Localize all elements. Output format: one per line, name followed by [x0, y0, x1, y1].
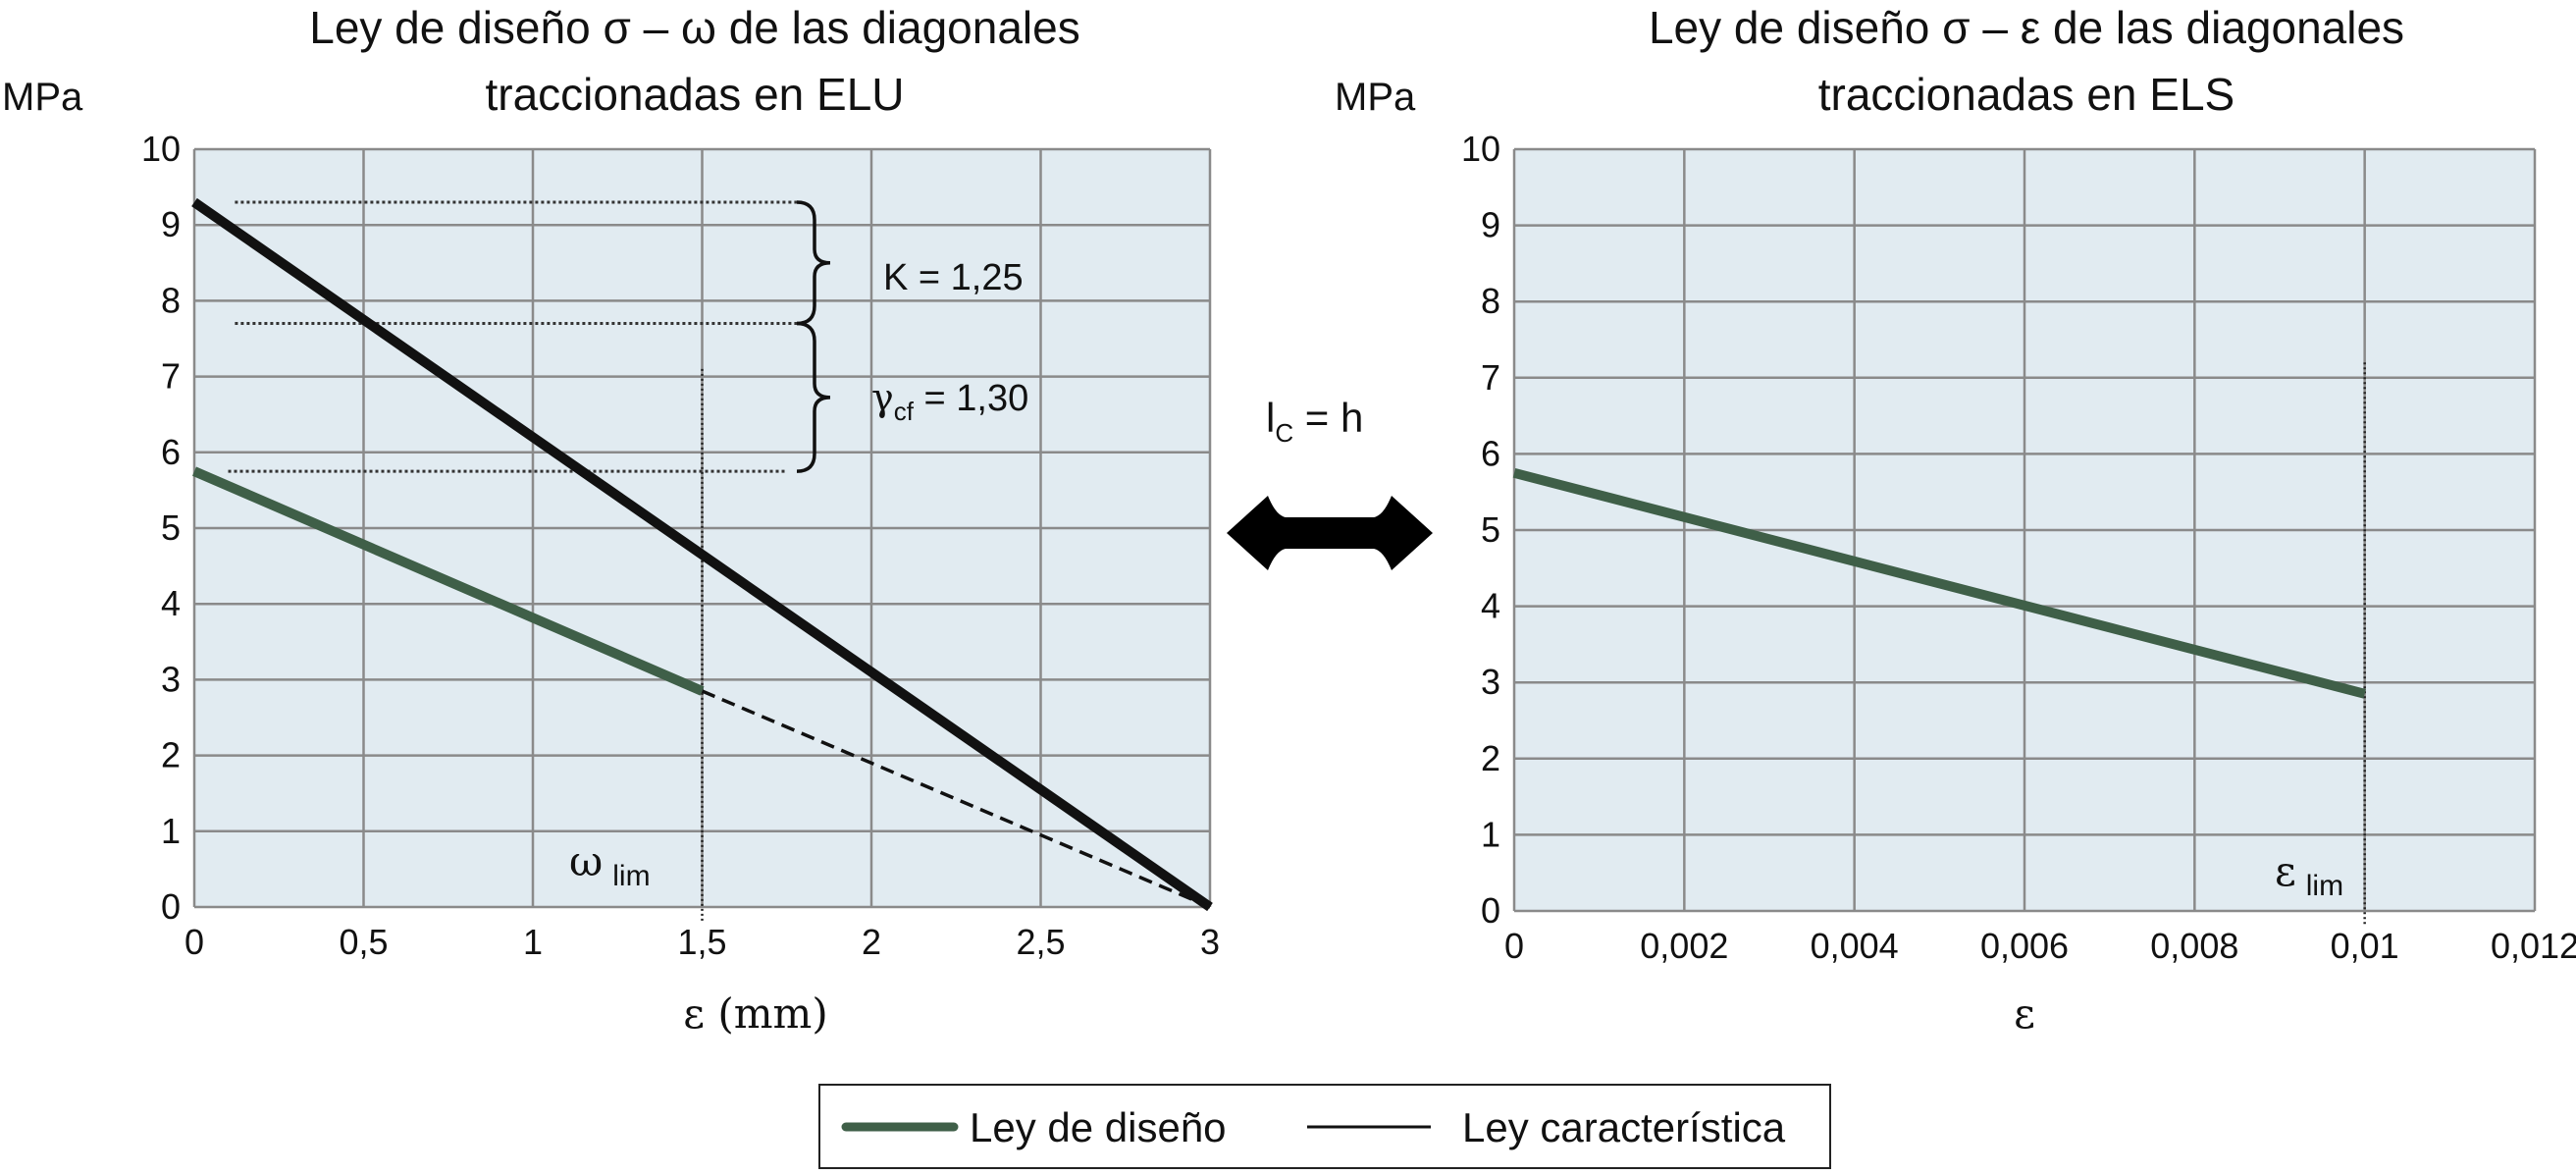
- chart-left-x-tick-label: 2,5: [1016, 922, 1065, 962]
- chart-left-x-tick-label: 2: [862, 922, 881, 962]
- chart-left-y-tick-label: 9: [161, 204, 181, 244]
- chart-left-y-tick-label: 3: [161, 659, 181, 699]
- chart-right-plot-area: 0 0,002 0,004 0,006 0,008 0,01 0,012 0 1 2 3 4 5 6 7 8 9…: [1461, 129, 2576, 966]
- chart-left-y-tick-label: 1: [161, 811, 181, 851]
- epsilon-lim-label: ε lim: [2275, 847, 2343, 902]
- chart-left-plot-area: 0 0,5 1 1,5 2 2,5 3 0 1 2 3 4 5 6 7 8 9 10 K = 1,25 γcf = 1…: [141, 129, 1220, 962]
- legend-label-characteristic: Ley característica: [1462, 1104, 1786, 1150]
- omega-sub: lim: [612, 860, 650, 892]
- chart-right-series-design-line: [1512, 467, 2366, 699]
- chart-right: Ley de diseño σ – ε de las diagonales tr…: [1335, 2, 2576, 1038]
- connector-label-sub: C: [1275, 418, 1293, 448]
- chart-left: Ley de diseño σ – ω de las diagonales tr…: [2, 2, 1220, 1038]
- epsilon-symbol: ε: [2275, 847, 2296, 895]
- chart-left-y-tick-label: 8: [161, 280, 181, 320]
- chart-right-y-tick-label: 8: [1481, 281, 1500, 321]
- chart-right-x-tick-label: 0,002: [1640, 926, 1728, 966]
- chart-right-y-tick-label: 9: [1481, 205, 1500, 245]
- chart-right-title-line1: Ley de diseño σ – ε de las diagonales: [1649, 2, 2404, 53]
- chart-right-x-tick-label: 0,008: [2150, 926, 2238, 966]
- chart-left-y-tick-label: 2: [161, 735, 181, 775]
- chart-left-title-line2: traccionadas en ELU: [485, 69, 904, 120]
- gamma-sub: cf: [894, 397, 915, 426]
- gamma-symbol: γ: [871, 376, 894, 419]
- double-arrow-icon: [1227, 496, 1433, 570]
- connector-label: lC = h: [1266, 395, 1363, 448]
- chart-right-y-tick-label: 3: [1481, 662, 1500, 702]
- chart-right-y-tick-label: 0: [1481, 890, 1500, 931]
- chart-left-y-tick-label: 10: [141, 129, 181, 169]
- chart-right-y-tick-label: 10: [1461, 129, 1500, 169]
- chart-right-x-tick-label: 0: [1504, 926, 1524, 966]
- gamma-annotation: γcf = 1,30: [871, 376, 1028, 426]
- gamma-value: = 1,30: [914, 378, 1028, 419]
- chart-left-x-tick-label: 3: [1200, 922, 1220, 962]
- connector-label-rest: = h: [1293, 395, 1363, 441]
- chart-right-x-tick-label: 0,004: [1811, 926, 1899, 966]
- chart-left-x-tick-label: 0,5: [339, 922, 388, 962]
- omega-symbol: ω: [569, 837, 603, 885]
- legend: Ley de diseño Ley característica: [818, 1084, 1831, 1169]
- chart-right-title-line2: traccionadas en ELS: [1818, 69, 2235, 120]
- connector-label-main: l: [1266, 395, 1275, 441]
- chart-left-series-design-line: [192, 466, 705, 696]
- chart-right-y-tick-label: 5: [1481, 509, 1500, 550]
- chart-right-x-label: ε: [2014, 989, 2035, 1038]
- connector: lC = h: [1227, 395, 1433, 570]
- chart-right-y-tick-label: 4: [1481, 586, 1500, 626]
- chart-left-title-line1: Ley de diseño σ – ω de las diagonales: [309, 2, 1080, 53]
- chart-left-y-tick-label: 4: [161, 583, 181, 623]
- chart-left-x-label: ε (mm): [683, 989, 828, 1038]
- chart-right-x-tick-label: 0,012: [2491, 926, 2576, 966]
- chart-left-y-tick-label: 6: [161, 432, 181, 472]
- omega-lim-label: ω lim: [569, 837, 651, 892]
- chart-left-y-unit: MPa: [2, 76, 83, 119]
- chart-left-series-characteristic-extension: [701, 689, 1211, 909]
- chart-right-y-tick-label: 1: [1481, 814, 1500, 854]
- gamma-brace: [796, 321, 831, 473]
- legend-label-design: Ley de diseño: [970, 1104, 1227, 1150]
- chart-right-x-tick-label: 0,01: [2331, 926, 2399, 966]
- chart-left-x-tick-label: 0: [184, 922, 204, 962]
- chart-left-y-tick-label: 7: [161, 356, 181, 397]
- chart-left-y-tick-label: 0: [161, 886, 181, 927]
- k-annotation: K = 1,25: [883, 257, 1024, 298]
- epsilon-sub: lim: [2306, 870, 2343, 902]
- chart-right-y-unit: MPa: [1335, 76, 1416, 119]
- chart-left-y-tick-label: 5: [161, 507, 181, 548]
- chart-right-y-tick-label: 7: [1481, 357, 1500, 398]
- k-brace: [796, 200, 831, 326]
- chart-right-y-tick-label: 2: [1481, 738, 1500, 778]
- chart-left-x-tick-label: 1,5: [677, 922, 726, 962]
- chart-right-y-tick-label: 6: [1481, 433, 1500, 473]
- chart-right-x-tick-label: 0,006: [1980, 926, 2069, 966]
- chart-left-series-characteristic-line: [191, 197, 1213, 912]
- chart-left-x-tick-label: 1: [523, 922, 543, 962]
